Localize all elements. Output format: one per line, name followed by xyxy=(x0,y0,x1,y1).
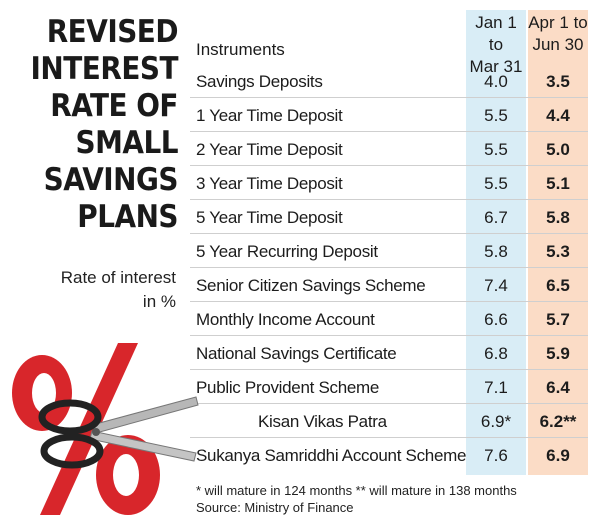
apr-rate: 5.0 xyxy=(546,140,570,159)
graphic-title: REVISED INTEREST RATE OF SMALL SAVINGS P… xyxy=(28,14,179,236)
row-divider xyxy=(190,267,588,268)
jan-rate: 5.5 xyxy=(484,140,508,159)
apr-rate: 6.9 xyxy=(546,446,570,465)
unit-note-line: Rate of interest xyxy=(60,268,176,287)
apr-rate: 3.5 xyxy=(546,72,570,91)
row-divider xyxy=(190,165,588,166)
row-divider xyxy=(190,437,588,438)
jan-column-background xyxy=(466,10,526,475)
jan-rate: 5.8 xyxy=(484,242,508,261)
table-row: National Savings Certificate 6.8 5.9 xyxy=(186,336,594,370)
row-divider xyxy=(190,199,588,200)
jan-rate: 7.1 xyxy=(484,378,508,397)
jan-rate: 6.6 xyxy=(484,310,508,329)
apr-rate: 5.7 xyxy=(546,310,570,329)
jan-column-header: Jan 1 to Mar 31 xyxy=(466,12,526,78)
instrument-name: Monthly Income Account xyxy=(196,310,375,329)
row-divider xyxy=(190,131,588,132)
jan-rate: 4.0 xyxy=(484,72,508,91)
apr-rate: 5.1 xyxy=(546,174,570,193)
jan-rate: 7.6 xyxy=(484,446,508,465)
jan-rate: 6.8 xyxy=(484,344,508,363)
apr-rate: 5.8 xyxy=(546,208,570,227)
table-row: 1 Year Time Deposit 5.5 4.4 xyxy=(186,98,594,132)
jan-rate: 5.5 xyxy=(484,106,508,125)
jan-rate: 7.4 xyxy=(484,276,508,295)
table-row: Savings Deposits 4.0 3.5 xyxy=(186,64,594,98)
instrument-name: 3 Year Time Deposit xyxy=(196,174,343,193)
instrument-name: 5 Year Recurring Deposit xyxy=(196,242,378,261)
source-note: Source: Ministry of Finance xyxy=(196,500,354,515)
apr-rate: 6.5 xyxy=(546,276,570,295)
row-divider xyxy=(190,369,588,370)
apr-rate: 4.4 xyxy=(546,106,570,125)
row-divider xyxy=(190,97,588,98)
row-divider xyxy=(190,233,588,234)
instrument-name: National Savings Certificate xyxy=(196,344,397,363)
instrument-name: 5 Year Time Deposit xyxy=(196,208,343,227)
instrument-name: 2 Year Time Deposit xyxy=(196,140,343,159)
unit-note: Rate of interest in % xyxy=(40,266,176,314)
table-row: Monthly Income Account 6.6 5.7 xyxy=(186,302,594,336)
jan-rate: 6.9* xyxy=(480,412,512,431)
row-divider xyxy=(190,403,588,404)
instruments-header: Instruments xyxy=(196,40,285,59)
instrument-name: Kisan Vikas Patra xyxy=(258,412,387,431)
title-line: SMALL xyxy=(75,125,179,161)
row-divider xyxy=(190,301,588,302)
instrument-name: Senior Citizen Savings Scheme xyxy=(196,276,426,295)
header-line: Jan 1 to xyxy=(475,13,517,54)
footnote: * will mature in 124 months ** will matu… xyxy=(196,483,517,498)
table-row: Public Provident Scheme 7.1 6.4 xyxy=(186,370,594,404)
apr-rate: 5.9 xyxy=(546,344,570,363)
jan-rate: 6.7 xyxy=(484,208,508,227)
table-row: 2 Year Time Deposit 5.5 5.0 xyxy=(186,132,594,166)
table-row: 5 Year Recurring Deposit 5.8 5.3 xyxy=(186,234,594,268)
header-line: Mar 31 xyxy=(469,57,523,76)
instrument-name: Sukanya Samriddhi Account Scheme xyxy=(196,446,467,465)
apr-rate: 6.2** xyxy=(539,412,577,431)
scissors-icon xyxy=(38,396,199,469)
title-line: INTEREST xyxy=(30,51,179,87)
unit-note-line: in % xyxy=(142,292,176,311)
apr-column-background xyxy=(528,10,588,475)
title-line: PLANS xyxy=(77,199,178,235)
instrument-name: Savings Deposits xyxy=(196,72,323,91)
table-row: Kisan Vikas Patra 6.9* 6.2** xyxy=(186,404,594,438)
jan-rate: 5.5 xyxy=(484,174,508,193)
instrument-name: 1 Year Time Deposit xyxy=(196,106,343,125)
title-line: RATE OF xyxy=(50,88,178,124)
apr-rate: 6.4 xyxy=(546,378,570,397)
percent-scissors-illustration xyxy=(12,343,199,515)
header-line: Jun 30 xyxy=(532,35,584,54)
header-line: Apr 1 to xyxy=(528,13,588,32)
apr-column-header: Apr 1 to Jun 30 xyxy=(528,12,588,56)
table-row: 5 Year Time Deposit 6.7 5.8 xyxy=(186,200,594,234)
table-row: Sukanya Samriddhi Account Scheme 7.6 6.9 xyxy=(186,438,594,472)
apr-rate: 5.3 xyxy=(546,242,570,261)
table-row: 3 Year Time Deposit 5.5 5.1 xyxy=(186,166,594,200)
table-row: Senior Citizen Savings Scheme 7.4 6.5 xyxy=(186,268,594,302)
title-line: REVISED xyxy=(46,14,179,50)
title-line: SAVINGS xyxy=(43,162,179,198)
row-divider xyxy=(190,335,588,336)
instrument-name: Public Provident Scheme xyxy=(196,378,380,397)
